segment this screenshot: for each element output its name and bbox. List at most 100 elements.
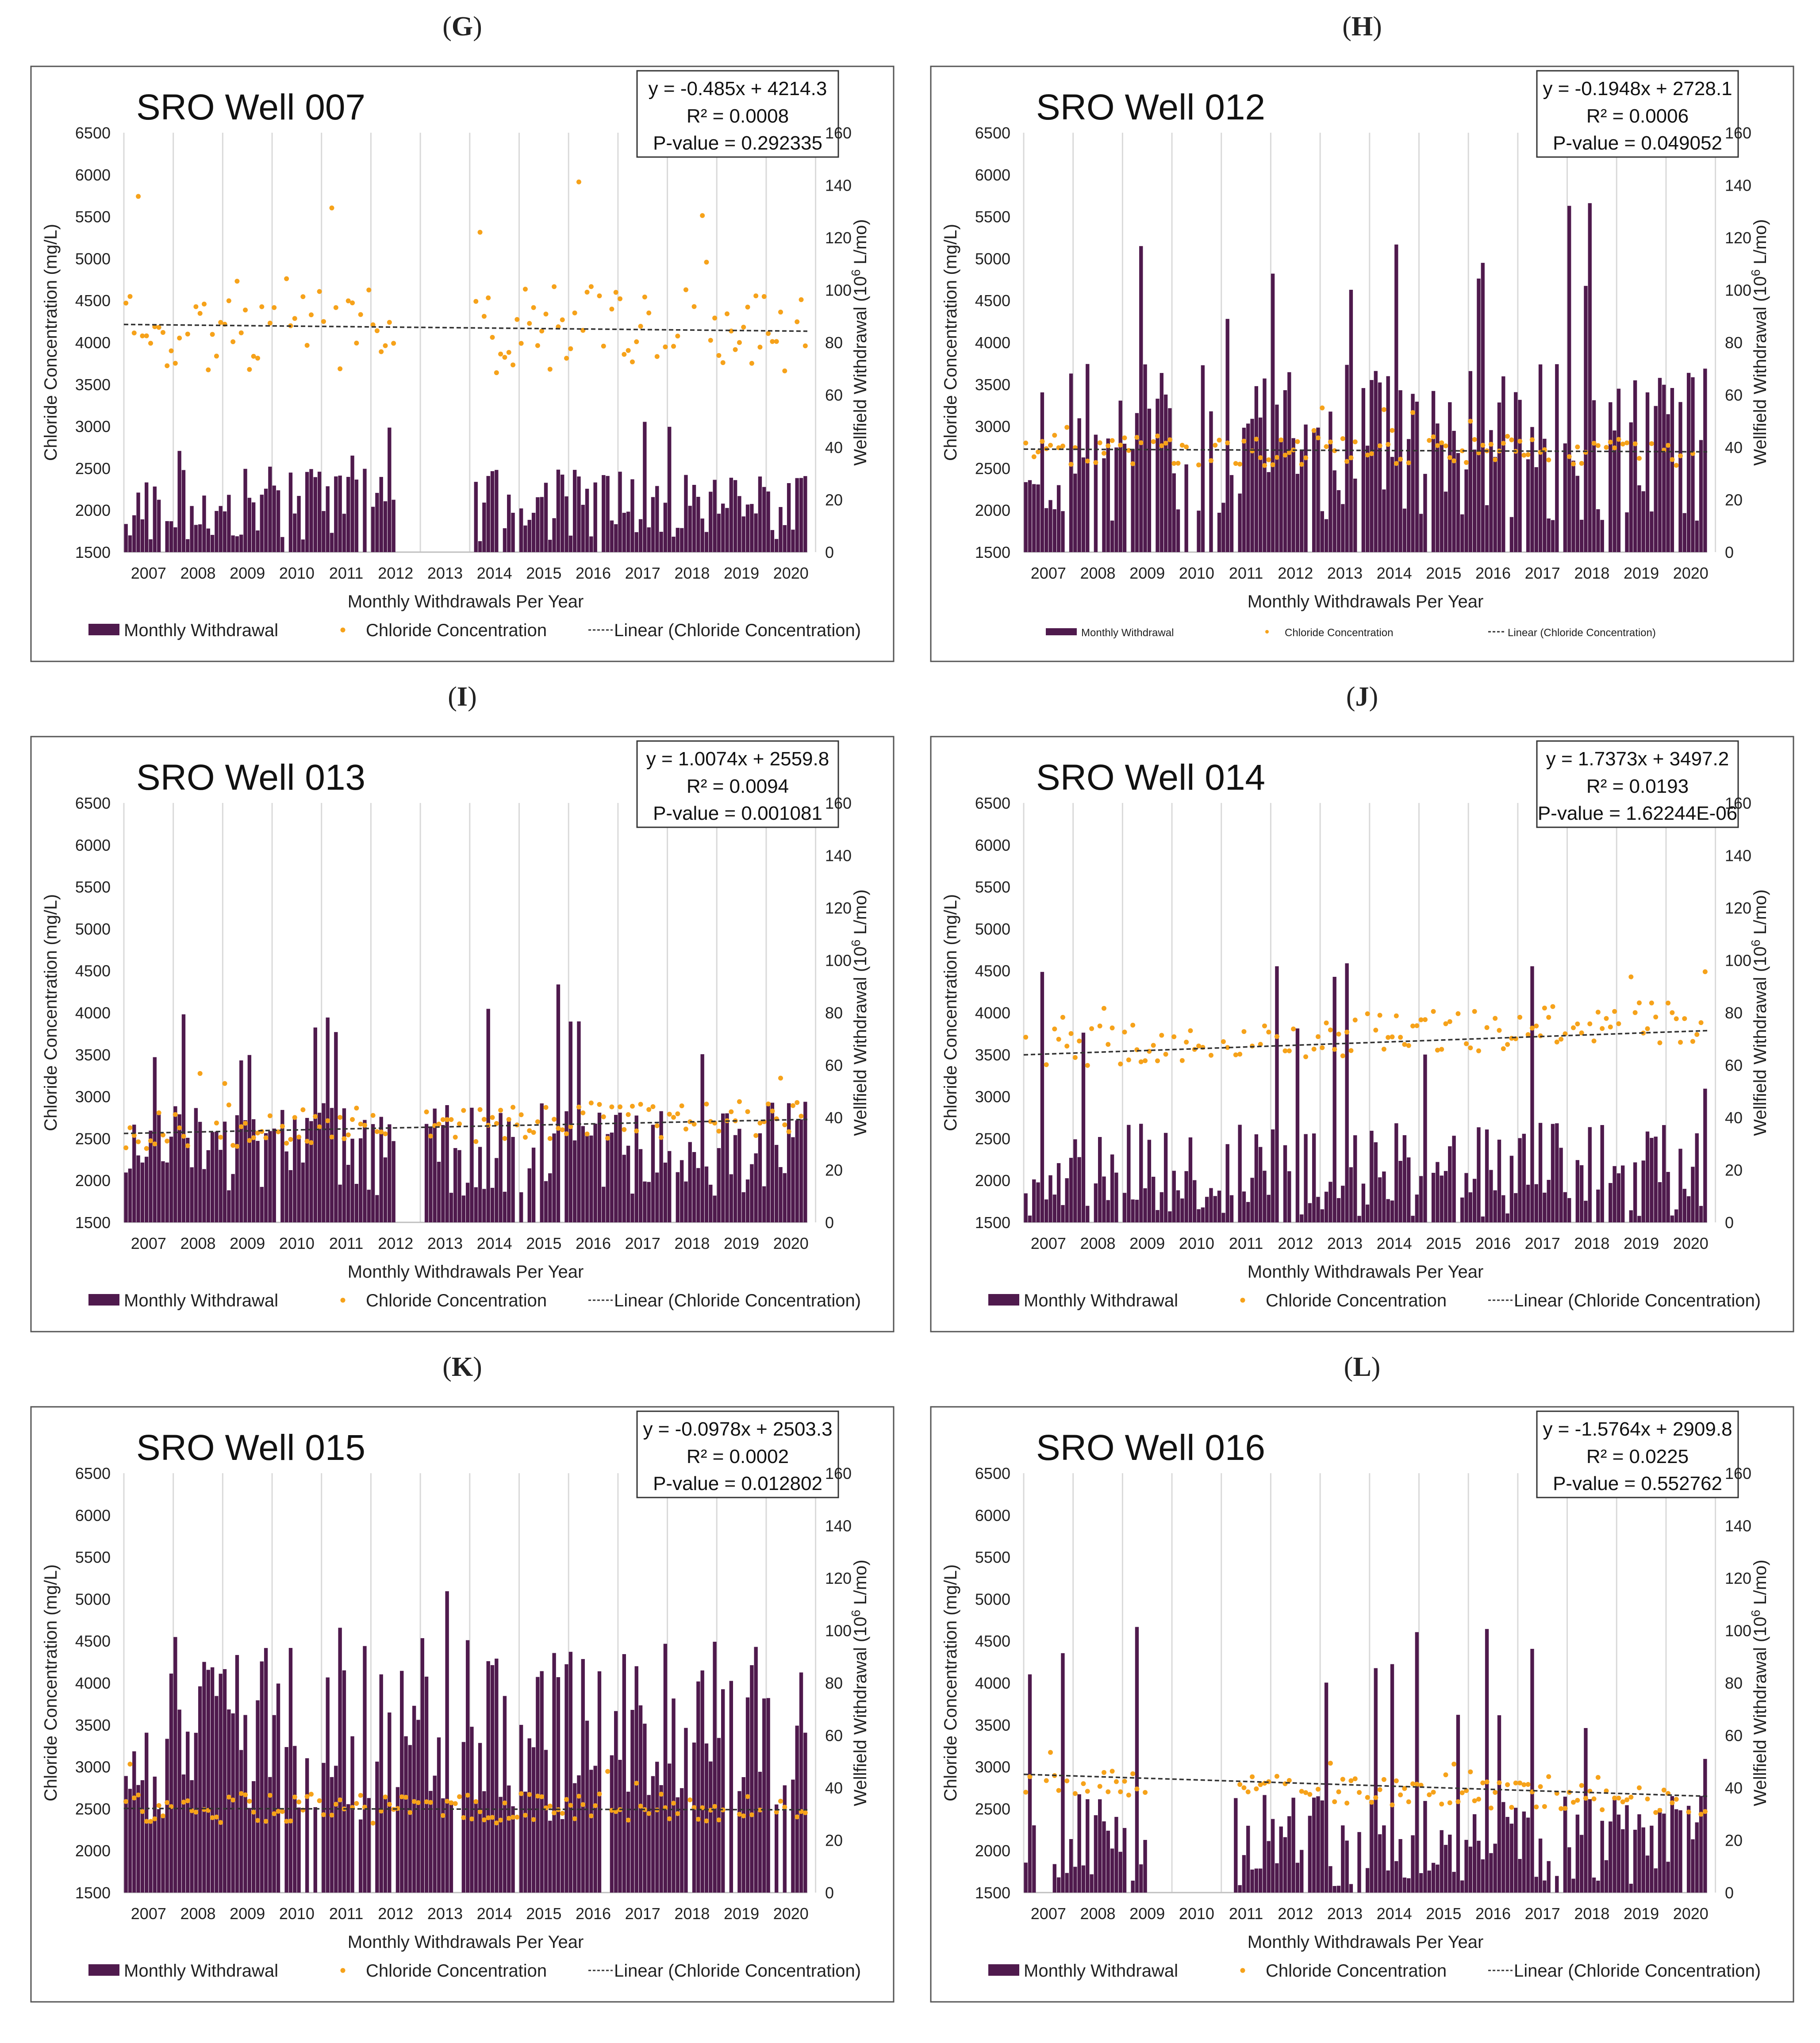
year-tick-label: 2014: [477, 1905, 512, 1923]
chloride-point: [1324, 1020, 1329, 1025]
withdrawal-bar: [1555, 1123, 1559, 1222]
withdrawal-bar: [322, 511, 326, 552]
withdrawal-bar: [1110, 1154, 1114, 1222]
withdrawal-bar: [1336, 490, 1341, 552]
chloride-point: [1352, 1018, 1358, 1023]
chloride-point: [1143, 1058, 1148, 1064]
legend-chloride-swatch: [340, 627, 346, 633]
chloride-point: [1488, 442, 1494, 447]
withdrawal-bar: [1382, 1825, 1386, 1893]
withdrawal-bar: [437, 1162, 441, 1222]
withdrawal-bar: [1295, 1028, 1300, 1222]
chloride-point: [292, 316, 297, 321]
chloride-point: [1414, 1782, 1420, 1787]
chloride-point: [1431, 1790, 1436, 1795]
panel-letter: (H): [1342, 12, 1382, 42]
withdrawal-bar: [441, 1798, 445, 1893]
withdrawal-bar: [1485, 505, 1489, 552]
chloride-point: [535, 1793, 540, 1799]
chloride-point: [1674, 463, 1679, 468]
withdrawal-bar: [400, 1670, 404, 1893]
withdrawal-bar: [1156, 1210, 1160, 1222]
chloride-point: [1213, 442, 1218, 448]
chloride-point: [630, 1103, 635, 1109]
chloride-point: [1328, 439, 1333, 445]
chloride-point: [1048, 1750, 1053, 1755]
left-tick-label: 4500: [975, 1632, 1010, 1650]
chloride-point: [131, 1795, 137, 1801]
chloride-point: [140, 333, 145, 338]
chloride-point: [1521, 453, 1527, 458]
chloride-point: [1303, 455, 1309, 461]
left-tick-label: 3000: [975, 418, 1010, 436]
withdrawal-bar: [531, 513, 536, 552]
year-tick-label: 2018: [674, 564, 710, 582]
legend-trend-label: Linear (Chloride Concentration): [614, 1291, 861, 1310]
withdrawal-bar: [1052, 1864, 1056, 1893]
right-tick-label: 160: [1725, 1464, 1751, 1482]
left-tick-label: 6000: [75, 1506, 111, 1525]
withdrawal-bar: [1300, 450, 1304, 552]
withdrawal-bar: [1048, 1175, 1052, 1222]
withdrawal-bar: [350, 1138, 354, 1222]
left-tick-label: 4500: [75, 962, 111, 980]
withdrawal-bar: [346, 1164, 350, 1222]
chloride-point: [1575, 1797, 1580, 1803]
withdrawal-bar: [1497, 402, 1501, 552]
chloride-point: [1472, 437, 1477, 442]
withdrawal-bar: [334, 476, 338, 552]
withdrawal-bar: [606, 1134, 610, 1222]
withdrawal-bar: [1250, 1869, 1254, 1893]
legend: Monthly Withdrawal Chloride Concentration…: [988, 1961, 1761, 1981]
chloride-point: [1698, 1020, 1704, 1025]
chloride-point: [1324, 444, 1329, 449]
withdrawal-bar: [284, 1151, 288, 1222]
chloride-point: [778, 1075, 783, 1081]
chloride-point: [226, 298, 231, 303]
chloride-point: [1081, 1781, 1086, 1786]
chloride-point: [383, 1131, 388, 1137]
withdrawal-bar: [1522, 1133, 1526, 1222]
withdrawal-bar: [647, 1182, 651, 1222]
withdrawal-bar: [1061, 1653, 1065, 1893]
chloride-point: [518, 1112, 524, 1118]
withdrawal-bar: [1061, 511, 1065, 552]
withdrawal-bar: [326, 1677, 330, 1893]
chloride-point: [597, 1102, 602, 1107]
chart-panel-j: (J)SRO Well 014 y = 1.7373x + 3497.2R² = …: [930, 682, 1794, 1333]
chloride-point: [1509, 437, 1514, 442]
year-tick-label: 2012: [378, 1234, 413, 1252]
withdrawal-bar: [1596, 509, 1600, 552]
chloride-point: [1443, 443, 1448, 449]
year-tick-label: 2020: [1673, 564, 1709, 582]
withdrawal-bar: [585, 1135, 589, 1222]
withdrawal-bar: [1456, 453, 1460, 552]
withdrawal-bar: [1394, 1123, 1398, 1222]
chloride-point: [1529, 1025, 1535, 1031]
x-axis-label: Monthly Withdrawals Per Year: [348, 1932, 584, 1952]
withdrawal-bar: [1168, 408, 1172, 552]
withdrawal-bar: [136, 1785, 140, 1893]
withdrawal-bar: [260, 1661, 264, 1893]
right-tick-label: 0: [1725, 1884, 1734, 1902]
left-tick-label: 1500: [75, 1884, 111, 1902]
withdrawal-bar: [202, 1662, 206, 1893]
right-tick-label: 100: [825, 952, 852, 970]
withdrawal-bar: [1592, 1877, 1596, 1893]
chloride-point: [136, 1792, 141, 1797]
panel-letter: (I): [448, 682, 476, 712]
chart-title: SRO Well 015: [136, 1428, 365, 1468]
withdrawal-bar: [1398, 390, 1402, 552]
withdrawal-bar: [1044, 508, 1048, 552]
year-tick-label: 2016: [1475, 1234, 1511, 1252]
withdrawal-bar: [1184, 1171, 1188, 1222]
withdrawal-bar: [1394, 244, 1398, 552]
withdrawal-bar: [572, 1783, 577, 1893]
withdrawal-bar: [1390, 1664, 1394, 1893]
year-tick-label: 2013: [427, 1905, 463, 1923]
chloride-point: [288, 1137, 293, 1142]
y-axis-left-label: Chloride Concentration (mg/L): [941, 224, 960, 461]
withdrawal-bar: [1402, 1135, 1407, 1222]
right-tick-label: 100: [825, 281, 852, 300]
withdrawal-bar: [1238, 1125, 1242, 1222]
